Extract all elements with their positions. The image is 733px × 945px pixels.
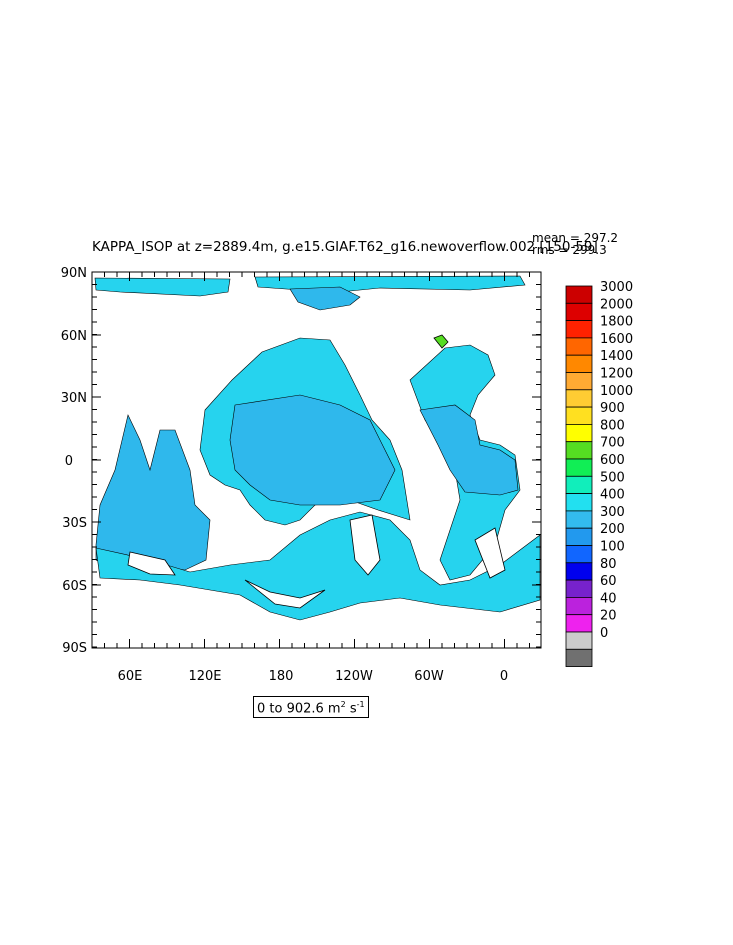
y-label-0: 0 bbox=[65, 454, 73, 469]
y-label-60s: 60S bbox=[62, 579, 87, 594]
ocean-southern bbox=[95, 511, 541, 621]
colorbar-label: 800 bbox=[600, 418, 625, 433]
axis-ticks bbox=[91, 271, 541, 649]
colorbar-swatch bbox=[565, 562, 593, 581]
x-label-60w: 60W bbox=[414, 669, 444, 684]
colorbar-label: 100 bbox=[600, 540, 625, 555]
colorbar-label: 500 bbox=[600, 470, 625, 485]
y-label-30n: 30N bbox=[61, 391, 87, 406]
colorbar-label: 1800 bbox=[600, 315, 633, 330]
ocean-atlantic-mid bbox=[419, 404, 519, 496]
high-value-patch bbox=[433, 334, 449, 349]
y-label-90s: 90S bbox=[62, 641, 87, 656]
colorbar-label: 400 bbox=[600, 488, 625, 503]
colorbar-label: 20 bbox=[600, 609, 617, 624]
land-antarctic-1 bbox=[244, 579, 326, 609]
range-exp-sup: -1 bbox=[356, 700, 365, 709]
colorbar-swatch bbox=[565, 423, 593, 443]
colorbar-swatch bbox=[565, 631, 593, 650]
colorbar-swatch bbox=[565, 354, 593, 373]
ocean-north-3 bbox=[289, 286, 361, 311]
range-label: 0 to 902.6 m2 s-1 bbox=[253, 696, 369, 719]
land-antarctic-4 bbox=[474, 527, 506, 579]
colorbar-swatch bbox=[565, 302, 593, 321]
colorbar-swatch bbox=[565, 475, 593, 494]
x-label-180: 180 bbox=[269, 669, 294, 684]
y-axis-labels: 90N 60N 30N 0 30S 60S 90S bbox=[61, 266, 87, 656]
colorbar-swatch bbox=[565, 597, 593, 616]
y-label-60n: 60N bbox=[61, 329, 87, 344]
ocean-north-1 bbox=[94, 277, 231, 297]
land-antarctic-3 bbox=[349, 514, 381, 576]
x-axis-labels: 60E 120E 180 120W 60W 0 bbox=[118, 669, 509, 684]
colorbar-label: 80 bbox=[600, 557, 617, 572]
colorbar-swatch bbox=[565, 648, 593, 667]
range-prefix: 0 to 902.6 m bbox=[257, 701, 341, 717]
colorbar-swatch bbox=[565, 493, 593, 512]
colorbar-label: 1400 bbox=[600, 349, 633, 364]
colorbar-label: 40 bbox=[600, 591, 617, 606]
colorbar-label: 0 bbox=[600, 626, 608, 641]
x-label-120e: 120E bbox=[188, 669, 221, 684]
y-label-30s: 30S bbox=[62, 516, 87, 531]
colorbar-label: 60 bbox=[600, 574, 617, 589]
mean-label: mean = 297.2 bbox=[532, 231, 618, 245]
colorbar-swatch bbox=[565, 389, 593, 408]
colorbar: 3000200018001600140012001000900800700600… bbox=[565, 280, 633, 667]
colorbar-label: 700 bbox=[600, 436, 625, 451]
land-antarctic-2 bbox=[127, 551, 176, 576]
y-label-90n: 90N bbox=[61, 266, 87, 281]
colorbar-swatch bbox=[565, 406, 593, 425]
colorbar-swatch bbox=[565, 285, 593, 304]
x-label-0: 0 bbox=[500, 669, 508, 684]
colorbar-label: 1000 bbox=[600, 384, 633, 399]
colorbar-swatch bbox=[565, 527, 593, 546]
colorbar-swatch bbox=[565, 320, 593, 339]
rms-label: rms = 299.3 bbox=[532, 243, 607, 257]
colorbar-label: 3000 bbox=[600, 280, 633, 295]
colorbar-swatch bbox=[565, 614, 593, 633]
colorbar-swatch bbox=[565, 545, 593, 564]
colorbar-swatch bbox=[565, 458, 593, 477]
colorbar-swatch bbox=[565, 337, 593, 356]
plot-title: KAPPA_ISOP at z=2889.4m, g.e15.GIAF.T62_… bbox=[92, 239, 598, 255]
x-label-60e: 60E bbox=[118, 669, 143, 684]
map-field bbox=[91, 271, 542, 649]
colorbar-swatch bbox=[565, 372, 593, 391]
colorbar-label: 600 bbox=[600, 453, 625, 468]
range-mid: s bbox=[345, 701, 357, 717]
colorbar-label: 900 bbox=[600, 401, 625, 416]
x-label-120w: 120W bbox=[335, 669, 373, 684]
colorbar-label: 1600 bbox=[600, 332, 633, 347]
range-unit-sup: 2 bbox=[340, 700, 346, 709]
colorbar-swatch bbox=[565, 441, 593, 460]
colorbar-label: 200 bbox=[600, 522, 625, 537]
ocean-pacific-equatorial bbox=[229, 394, 396, 506]
colorbar-swatch bbox=[565, 510, 593, 529]
colorbar-swatch bbox=[565, 579, 593, 598]
colorbar-label: 300 bbox=[600, 505, 625, 520]
colorbar-label: 2000 bbox=[600, 297, 633, 312]
colorbar-label: 1200 bbox=[600, 367, 633, 382]
